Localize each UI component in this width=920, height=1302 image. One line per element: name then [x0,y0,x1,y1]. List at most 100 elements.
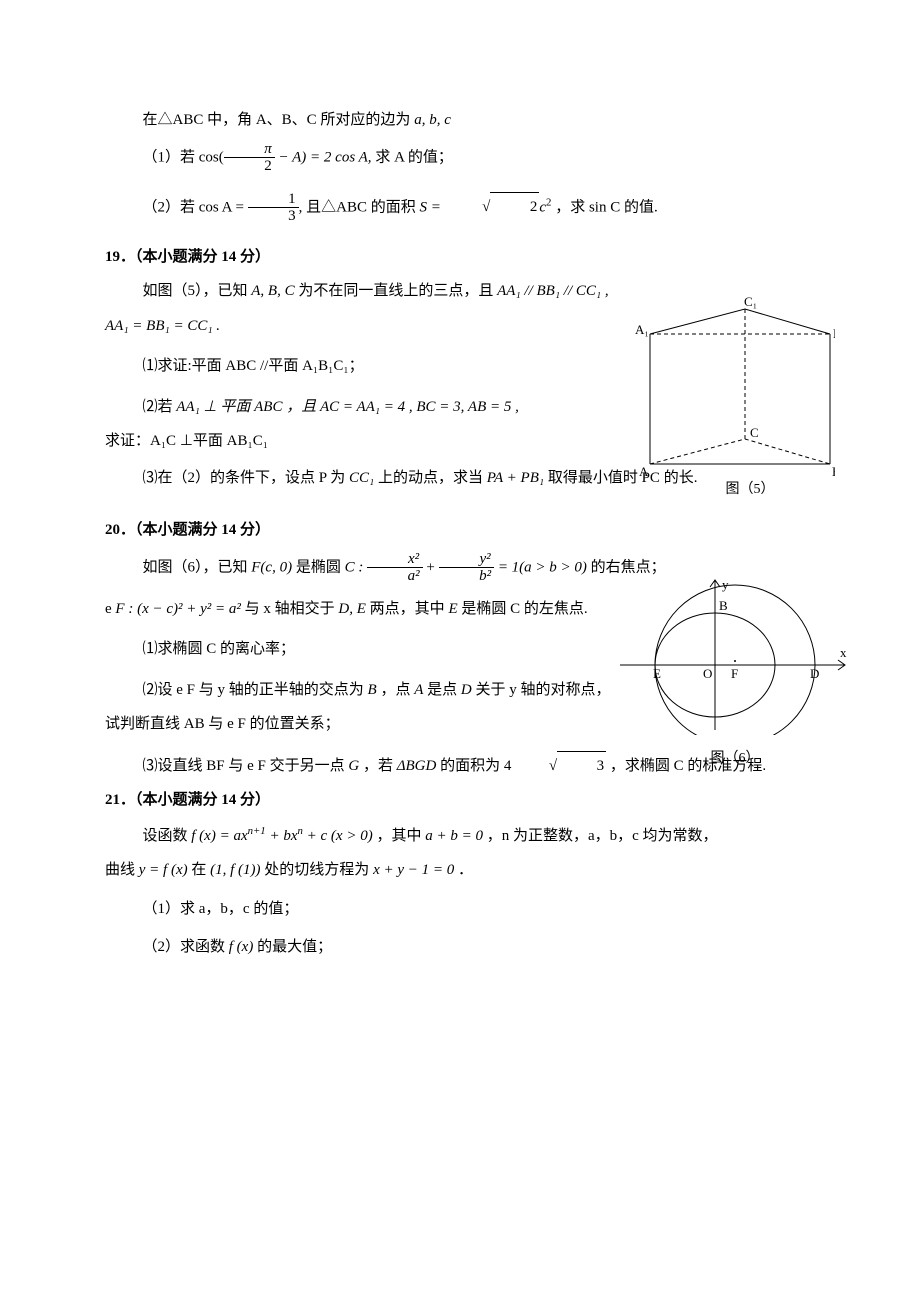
q21-p2: （2）求函数 f (x) 的最大值； [105,933,815,962]
plusc: + c (x > 0) [303,828,373,844]
q20-intro-tail: 的右焦点； [591,559,666,575]
q20-l2-DE: D, E [338,601,366,617]
q20-F: F(c, 0) [251,559,292,575]
q20-p3-mid: ，若 [363,758,393,774]
q20-l2-E: E [448,601,457,617]
rad2: 2 [490,192,539,222]
q19-title: 19．（本小题满分 14 分） [105,243,815,272]
exp-n1: n+1 [248,825,266,837]
q20-l2-pre: e [105,601,115,617]
q21-p2-pre: （2）求函数 [143,939,226,955]
q21-line2: 曲线 y = f (x) 在 (1, f (1)) 处的切线方程为 x + y … [105,856,815,885]
den-a2: a² [367,568,423,585]
taneq: x + y − 1 = 0 [373,862,454,878]
num-pi: π [224,141,275,159]
q19-p2-cond: AA₁ ⊥ 平面 ABC ，且 AC = AA₁ = 4 , BC = 3, A… [176,399,519,415]
q20-p2-mid: ，点 [380,682,410,698]
q21-p2-tail: 的最大值； [257,939,332,955]
q21-intro-pre: 设函数 [143,828,188,844]
q21-l2-at: 在 [191,862,206,878]
rad3: 3 [557,751,606,781]
q19-p2-pre: ⑵若 [143,399,173,415]
q18-p2-tail: ，求 sin C 的值. [555,199,658,215]
q19-intro-mid: 为不在同一直线上的三点，且 [298,283,493,299]
q20-p2-D: D [461,682,472,698]
lbl-O: O [703,666,712,681]
sqrt3: 3 [511,751,606,781]
sq: 2 [546,196,551,208]
lbl-y: y [722,577,729,592]
q18-abc: a, b, c [414,112,451,128]
lbl-D: D [810,666,819,681]
top-front [650,309,830,334]
figure-6: x y B O F E D 图（6） [620,575,850,772]
ab0: a + b = 0 [425,828,483,844]
den-2: 2 [224,158,275,175]
q21-l2-tail: ． [458,862,473,878]
q18-p1: （1）若 cos(π2 − A) = 2 cos A, 求 A 的值； [105,141,815,175]
q20-p2-B: B [368,682,377,698]
num1: 1 [248,191,299,209]
cosA: cos A = [199,199,244,215]
q21-fx: f (x) = ax [191,828,247,844]
yfx: y = f (x) [139,862,188,878]
eq1-rest: − A) = 2 cos A, [279,149,372,165]
q20-p3-pre: ⑶设直线 BF 与 e F 交于另一点 [143,758,345,774]
q20-l2-F: F : (x − c)² + y² = a² [115,601,240,617]
fig6-caption: 图（6） [620,746,850,773]
q18-p2: （2）若 cos A = 13, 且△ABC 的面积 S = 2c2 ，求 si… [105,191,815,225]
figure-5: A₁ C₁ B₁ A C B 图（5） [635,294,835,503]
q19-line2-math: AA₁ = BB₁ = CC₁ . [105,318,220,334]
q19-para1: AA₁ // BB₁ // CC₁ , [497,283,608,299]
q20-p2-tail: 关于 y 轴的对称点， [475,682,610,698]
num-x2: x² [367,551,423,569]
den3: 3 [248,208,299,225]
q21-intro-mid2: ，n 为正整数，a，b，c 均为常数， [487,828,718,844]
lbl-A: A [639,464,649,479]
q21-intro: 设函数 f (x) = axn+1 + bxn + c (x > 0) ，其中 … [105,821,815,851]
q20-title: 20．（本小题满分 14 分） [105,516,815,545]
lbl-C1: C₁ [744,294,757,309]
q21-p2-fx: f (x) [229,939,254,955]
q20-l2-mid2: 两点，其中 [370,601,445,617]
q21-title: 21．（本小题满分 14 分） [105,786,815,815]
den-b2: b² [439,568,495,585]
q21-l2-tan: 处的切线方程为 [264,862,369,878]
q21-intro-mid: ，其中 [376,828,421,844]
q19-p3-mid: 上的动点，求当 [378,470,483,486]
lbl-B1: B₁ [833,326,835,341]
q18-p2-head: （2）若 [143,199,196,215]
q20-C: C : [345,559,364,575]
F-dot [734,660,736,662]
plus: + [423,559,439,575]
q21-l2-pre: 曲线 [105,862,135,878]
q18-p1-tail: 求 A 的值； [375,149,453,165]
q20-p3-tri: ΔBGD [397,758,437,774]
lbl-F: F [731,666,738,681]
q19-p2-conclude-text: 求证：A₁C ⊥平面 AB₁C₁ [105,433,268,449]
lbl-B: B [832,464,835,479]
lbl-C: C [750,425,759,440]
frac-x2a2: x²a² [367,551,423,585]
q20-l2-tail: 是椭圆 C 的左焦点. [461,601,587,617]
pt: (1, f (1)) [210,862,260,878]
q21-p1: （1）求 a，b，c 的值； [105,895,815,924]
q20-p2-pre: ⑵设 e F 与 y 轴的正半轴的交点为 [143,682,364,698]
lbl-A1: A₁ [635,322,649,337]
q20-p3-G: G [348,758,359,774]
frac-y2b2: y²b² [439,551,495,585]
q20-p2-A: A [414,682,423,698]
base-hidden [650,439,830,464]
q19-ABC: A, B, C [251,283,294,299]
q19-intro-pre: 如图（5），已知 [143,283,248,299]
lbl-B: B [719,598,728,613]
S-eq: S = [420,199,441,215]
lbl-E: E [653,666,661,681]
fig5-labels: A₁ C₁ B₁ A C B [635,294,835,479]
prism-svg: A₁ C₁ B₁ A C B [635,294,835,484]
q19-p3-cc1: CC₁ [349,470,374,486]
q20-l2-mid: 与 x 轴相交于 [245,601,335,617]
q20-intro-pre: 如图（6），已知 [143,559,248,575]
ellipse-svg: x y B O F E D [620,575,850,735]
q19-p3-pa: PA + PB₁ [487,470,544,486]
